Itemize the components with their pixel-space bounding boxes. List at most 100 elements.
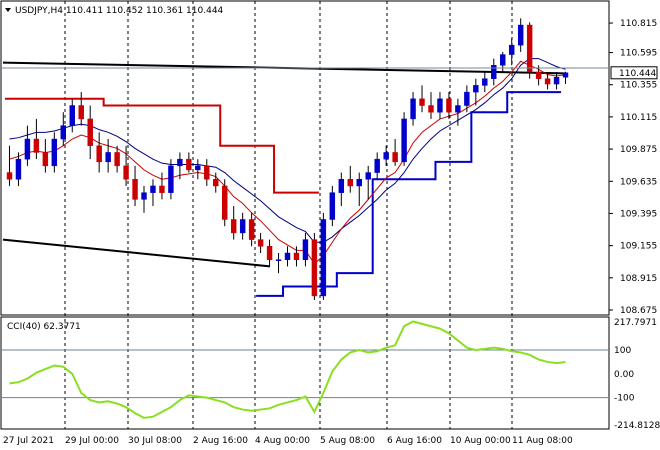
candle-body (159, 185, 165, 193)
y-tick-label: 108.915 (620, 274, 657, 284)
cci-tick-label: -214.8128 (614, 421, 660, 431)
candle-body (446, 98, 452, 113)
candle (437, 92, 443, 119)
candle (248, 212, 255, 247)
y-tick-label: 109.155 (620, 242, 657, 252)
candles (6, 18, 569, 300)
candle (195, 159, 201, 180)
candle (329, 185, 336, 227)
candle-body (141, 192, 147, 200)
candle (311, 232, 318, 300)
candle-body (517, 24, 524, 46)
candle (186, 152, 192, 173)
candle (428, 92, 434, 119)
candle (15, 152, 22, 186)
x-tick-label: 5 Aug 08:00 (320, 436, 375, 446)
y-tick-label: 109.635 (620, 177, 657, 187)
candle (338, 172, 345, 207)
candle-body (150, 185, 156, 193)
y-tick-label: 110.595 (620, 49, 657, 59)
candle-body (508, 44, 515, 55)
candle-body (473, 85, 479, 93)
candle (168, 159, 174, 200)
candle (150, 179, 156, 207)
candle (87, 105, 93, 160)
candle-body (168, 165, 174, 193)
candle (42, 139, 49, 173)
candle-body (401, 118, 407, 163)
candle (392, 139, 398, 166)
candle (123, 145, 129, 186)
candle-body (437, 98, 443, 113)
candle (356, 172, 362, 207)
candle-body (6, 172, 13, 180)
time-axis: 27 Jul 2021 29 Jul 00:00 30 Jul 08:00 2 Aug… (3, 436, 573, 446)
candle (553, 71, 560, 90)
candle-body (230, 219, 237, 234)
candle-body (455, 105, 461, 113)
cci-tick-label: -100 (614, 394, 635, 404)
candle (293, 246, 300, 267)
candle-body (293, 252, 300, 260)
x-tick-label: 4 Aug 00:00 (255, 436, 310, 446)
candle-body (302, 239, 309, 260)
cci-tick-label: 217.7971 (614, 318, 657, 328)
candle (114, 145, 120, 173)
candle (562, 71, 569, 84)
candle (230, 206, 237, 240)
candle-body (374, 158, 380, 173)
candle-body (257, 239, 264, 247)
dropdown-arrow-icon[interactable] (5, 8, 11, 12)
candle-body (87, 118, 93, 146)
candle (239, 212, 246, 240)
candle-body (491, 65, 497, 79)
candle (302, 232, 309, 267)
candle-body (365, 172, 371, 180)
candle (410, 92, 416, 126)
vertical-grid (64, 1, 513, 429)
x-tick-label: 2 Aug 16:00 (193, 436, 248, 446)
candle (213, 172, 219, 193)
candle-body (544, 78, 551, 85)
cci-tick-label: 0.00 (614, 370, 634, 380)
candle-body (392, 152, 398, 163)
candle (374, 152, 380, 180)
candle (419, 85, 425, 113)
candle (204, 159, 210, 186)
candle (544, 71, 551, 90)
candle-body (42, 152, 49, 167)
candle (401, 112, 407, 166)
candle-body (383, 152, 389, 160)
cci-indicator (1, 320, 609, 419)
candle-body (419, 98, 425, 106)
ma-fast-line (9, 60, 566, 265)
candle-body (195, 165, 201, 171)
chart-header: USDJPY,H4 110.411 110.452 110.361 110.44… (15, 6, 224, 16)
candle (105, 139, 111, 173)
y-tick-label: 108.675 (620, 306, 657, 316)
candle-body (186, 158, 192, 171)
cci-tick-label: 100 (614, 346, 631, 356)
candle (33, 118, 40, 160)
candle (51, 132, 58, 173)
price-pane-frame (0, 0, 610, 316)
cci-axis: 217.7971 100 0.00 -100 -214.8128 (614, 318, 660, 431)
candle (275, 253, 282, 274)
candle-body (204, 165, 210, 180)
y-tick-label: 109.875 (620, 145, 657, 155)
candle-body (105, 152, 111, 163)
candle (464, 85, 470, 113)
candle (455, 98, 461, 126)
ma-slow-line (9, 58, 566, 243)
candle-body (213, 179, 219, 187)
candle (132, 165, 138, 207)
candle-body (239, 219, 246, 234)
candle (78, 92, 84, 126)
candle (6, 145, 13, 186)
candle (177, 152, 183, 180)
candle (284, 246, 291, 267)
candle (535, 65, 542, 86)
cci-title: CCI(40) 62.3771 (7, 322, 81, 332)
candle-body (132, 179, 138, 200)
